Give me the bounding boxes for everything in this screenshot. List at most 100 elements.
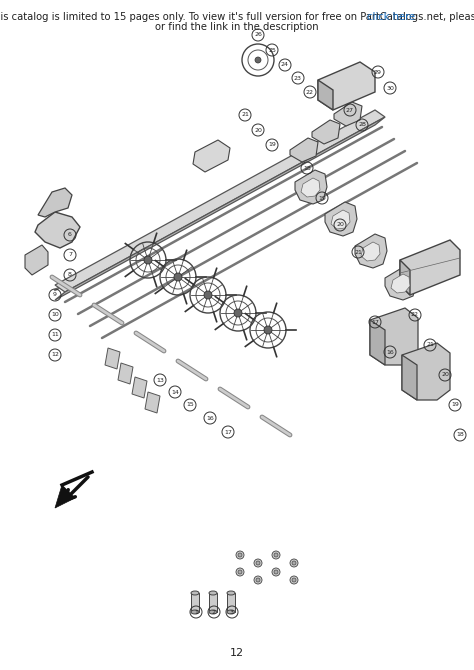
Polygon shape bbox=[25, 245, 48, 275]
Polygon shape bbox=[55, 485, 75, 508]
Text: This catalog is limited to 15 pages only. To view it's full version for free on : This catalog is limited to 15 pages only… bbox=[0, 12, 474, 22]
Text: 21: 21 bbox=[241, 113, 249, 117]
Text: 17: 17 bbox=[371, 320, 379, 324]
Polygon shape bbox=[318, 62, 375, 110]
Circle shape bbox=[174, 273, 182, 281]
Circle shape bbox=[272, 551, 280, 559]
Text: 18: 18 bbox=[303, 165, 311, 170]
Text: 7: 7 bbox=[68, 253, 72, 257]
Polygon shape bbox=[385, 266, 417, 300]
Text: 1: 1 bbox=[194, 610, 198, 614]
Polygon shape bbox=[55, 110, 385, 292]
Polygon shape bbox=[209, 593, 217, 612]
Circle shape bbox=[254, 559, 262, 567]
Text: 11: 11 bbox=[51, 332, 59, 338]
Text: 21: 21 bbox=[426, 342, 434, 348]
Circle shape bbox=[236, 551, 244, 559]
Polygon shape bbox=[370, 320, 385, 365]
Polygon shape bbox=[391, 274, 410, 293]
Polygon shape bbox=[355, 234, 387, 268]
Text: 2: 2 bbox=[212, 610, 216, 614]
Text: 19: 19 bbox=[451, 403, 459, 407]
Ellipse shape bbox=[191, 610, 199, 614]
Text: 29: 29 bbox=[374, 70, 382, 74]
Ellipse shape bbox=[209, 591, 217, 595]
Polygon shape bbox=[318, 80, 333, 110]
Circle shape bbox=[274, 553, 278, 557]
Text: 22: 22 bbox=[411, 312, 419, 318]
Polygon shape bbox=[312, 120, 340, 144]
Text: 20: 20 bbox=[441, 373, 449, 377]
Text: or find the link in the description: or find the link in the description bbox=[155, 22, 319, 32]
Text: 21: 21 bbox=[354, 249, 362, 255]
Polygon shape bbox=[191, 593, 199, 612]
Text: 26: 26 bbox=[254, 33, 262, 38]
Text: 3: 3 bbox=[230, 610, 234, 614]
Circle shape bbox=[274, 570, 278, 574]
Text: 18: 18 bbox=[456, 433, 464, 438]
Polygon shape bbox=[295, 170, 327, 204]
Circle shape bbox=[256, 578, 260, 582]
Circle shape bbox=[204, 291, 212, 299]
Polygon shape bbox=[105, 348, 120, 369]
Text: 20: 20 bbox=[254, 127, 262, 133]
Circle shape bbox=[144, 256, 152, 264]
Text: 24: 24 bbox=[281, 62, 289, 68]
Circle shape bbox=[256, 561, 260, 565]
Circle shape bbox=[290, 576, 298, 584]
Circle shape bbox=[254, 576, 262, 584]
Circle shape bbox=[264, 326, 272, 334]
Polygon shape bbox=[301, 178, 320, 197]
Text: 22: 22 bbox=[306, 90, 314, 94]
Text: 10: 10 bbox=[51, 312, 59, 318]
Ellipse shape bbox=[191, 591, 199, 595]
Circle shape bbox=[290, 559, 298, 567]
Text: 20: 20 bbox=[336, 222, 344, 228]
Text: 9: 9 bbox=[53, 293, 57, 297]
Polygon shape bbox=[38, 188, 72, 217]
Polygon shape bbox=[400, 240, 460, 295]
Text: 12: 12 bbox=[230, 648, 244, 658]
Polygon shape bbox=[402, 343, 450, 400]
Circle shape bbox=[272, 568, 280, 576]
Circle shape bbox=[238, 570, 242, 574]
Polygon shape bbox=[325, 202, 357, 236]
Text: 30: 30 bbox=[386, 86, 394, 90]
Polygon shape bbox=[334, 102, 362, 126]
Text: 15: 15 bbox=[186, 403, 194, 407]
Ellipse shape bbox=[227, 610, 235, 614]
Circle shape bbox=[234, 309, 242, 317]
Circle shape bbox=[292, 561, 296, 565]
Circle shape bbox=[292, 578, 296, 582]
Text: 6: 6 bbox=[68, 232, 72, 237]
Polygon shape bbox=[35, 212, 80, 248]
Text: 27: 27 bbox=[346, 107, 354, 113]
Text: 19: 19 bbox=[268, 143, 276, 147]
Text: 23: 23 bbox=[294, 76, 302, 80]
Polygon shape bbox=[227, 593, 235, 612]
Polygon shape bbox=[331, 210, 350, 229]
Text: 25: 25 bbox=[268, 48, 276, 52]
Polygon shape bbox=[55, 117, 385, 300]
Circle shape bbox=[255, 57, 261, 63]
Text: 14: 14 bbox=[171, 389, 179, 395]
Text: 13: 13 bbox=[156, 377, 164, 383]
Ellipse shape bbox=[227, 591, 235, 595]
Polygon shape bbox=[193, 140, 230, 172]
Text: click here: click here bbox=[367, 12, 415, 22]
Polygon shape bbox=[132, 377, 147, 398]
Circle shape bbox=[238, 553, 242, 557]
Text: 28: 28 bbox=[358, 123, 366, 127]
Polygon shape bbox=[402, 355, 417, 400]
Text: 8: 8 bbox=[68, 273, 72, 277]
Polygon shape bbox=[400, 260, 410, 295]
Polygon shape bbox=[370, 308, 418, 365]
Polygon shape bbox=[290, 138, 318, 162]
Circle shape bbox=[236, 568, 244, 576]
Text: 16: 16 bbox=[206, 415, 214, 421]
Text: 19: 19 bbox=[318, 196, 326, 200]
Ellipse shape bbox=[209, 610, 217, 614]
Text: 16: 16 bbox=[386, 350, 394, 354]
Text: 12: 12 bbox=[51, 352, 59, 358]
Text: 17: 17 bbox=[224, 429, 232, 435]
